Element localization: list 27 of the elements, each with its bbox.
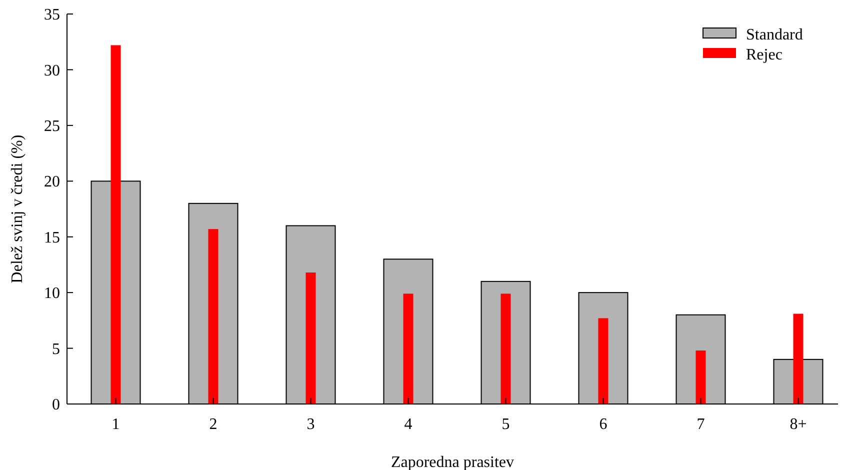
bar [696,350,706,404]
x-tick-label: 8+ [790,416,807,433]
x-tick-label: 5 [502,416,510,433]
y-tick-label: 0 [52,396,60,414]
y-axis-title: Delež svinj v čredi (%) [9,134,26,284]
x-tick-label: 3 [306,416,315,433]
bar [500,294,511,404]
y-tick-label: 25 [44,118,60,136]
bar [110,45,121,404]
y-tick-label: 30 [44,62,60,80]
x-tick-label: 2 [209,416,218,433]
y-tick-label: 20 [44,174,60,191]
legend-label: Standard [746,26,803,44]
bar [598,318,608,404]
x-tick-label: 7 [696,416,705,433]
bar [793,314,804,404]
bar [403,294,414,404]
y-tick-label: 5 [52,340,60,358]
bar [208,229,218,404]
y-tick-label: 35 [44,6,60,24]
y-tick-label: 15 [44,229,60,246]
x-tick-label: 1 [112,416,120,433]
y-tick-label: 10 [44,285,60,302]
bar [306,272,316,404]
x-tick-label: 4 [404,416,412,433]
legend-label: Rejec [746,46,782,64]
x-tick-label: 6 [599,416,608,433]
